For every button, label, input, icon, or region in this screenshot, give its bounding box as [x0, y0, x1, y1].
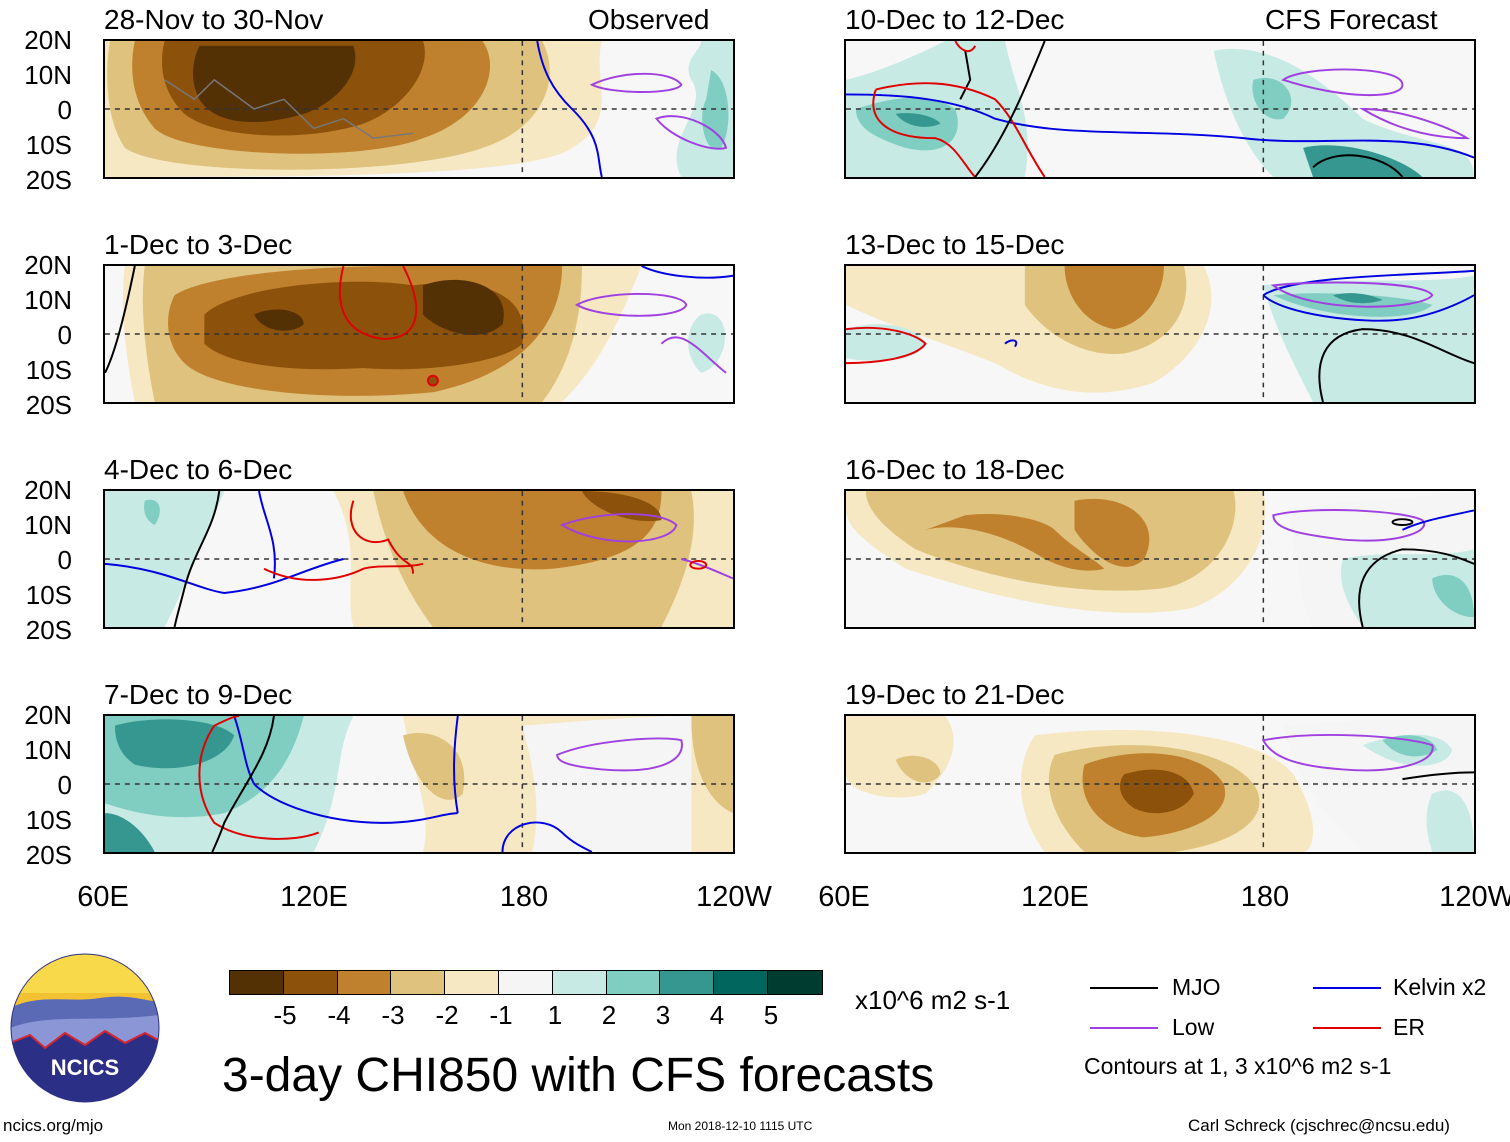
legend-mjo-line	[1090, 987, 1158, 989]
map-panel-7	[103, 714, 735, 854]
panel-label-cfs: CFS Forecast	[1265, 4, 1438, 35]
cbar-tick-label: 4	[709, 1000, 725, 1030]
footer-timestamp: Mon 2018-12-10 1115 UTC	[668, 1119, 813, 1133]
cbar-tick-label: -1	[489, 1000, 513, 1030]
lat-label-20s: 20S	[25, 615, 72, 645]
lon-label-180: 180	[1240, 881, 1290, 913]
cbar-tick-label: 1	[547, 1000, 563, 1030]
lon-label-180: 180	[499, 881, 549, 913]
legend-mjo-label: MJO	[1172, 974, 1221, 1000]
legend-kelvin-line	[1313, 987, 1381, 989]
colorbar-swatch	[391, 971, 446, 994]
lat-label-0: 0	[57, 770, 72, 800]
map-panel-3	[103, 264, 735, 404]
cbar-tick-label: -3	[381, 1000, 405, 1030]
panel-title-7: 7-Dec to 9-Dec	[104, 679, 293, 710]
colorbar-swatch	[283, 971, 338, 994]
panel-title-4: 13-Dec to 15-Dec	[845, 229, 1065, 260]
map-panel-8	[844, 714, 1476, 854]
lon-label-120w: 120W	[696, 881, 772, 913]
legend-er-line	[1313, 1027, 1381, 1029]
map-panel-5	[103, 489, 735, 629]
lon-label-120w: 120W	[1439, 881, 1510, 913]
map-panel-4	[844, 264, 1476, 404]
panel-title-5: 4-Dec to 6-Dec	[104, 454, 293, 485]
lat-label-20n: 20N	[24, 700, 72, 730]
colorbar-swatch	[337, 971, 392, 994]
colorbar-swatch	[498, 971, 553, 994]
legend-contours-note: Contours at 1, 3 x10^6 m2 s-1	[1084, 1053, 1392, 1079]
colorbar	[229, 970, 823, 995]
panel-title-8: 19-Dec to 21-Dec	[845, 679, 1065, 710]
colorbar-swatch	[552, 971, 607, 994]
lat-label-10s: 10S	[25, 580, 72, 610]
footer-author: Carl Schreck (cjschrec@ncsu.edu)	[1188, 1116, 1450, 1135]
ncics-logo: NCICS	[10, 953, 160, 1103]
lon-label-120e: 120E	[280, 881, 348, 913]
logo-text: NCICS	[51, 1055, 119, 1080]
cbar-tick-label: 5	[763, 1000, 779, 1030]
cbar-tick-label: -2	[435, 1000, 459, 1030]
lat-label-10n: 10N	[24, 285, 72, 315]
cbar-tick-label: -4	[327, 1000, 351, 1030]
cbar-tick-label: 2	[601, 1000, 617, 1030]
figure-title: 3-day CHI850 with CFS forecasts	[222, 1049, 935, 1102]
panel-title-3: 1-Dec to 3-Dec	[104, 229, 293, 260]
lat-label-10s: 10S	[25, 130, 72, 160]
legend-low-label: Low	[1172, 1014, 1215, 1040]
footer-site-link[interactable]: ncics.org/mjo	[3, 1116, 104, 1135]
map-panel-6	[844, 489, 1476, 629]
cbar-tick-label: -5	[273, 1000, 297, 1030]
lon-label-60e: 60E	[818, 881, 870, 913]
colorbar-swatch	[230, 971, 284, 994]
lat-label-10n: 10N	[24, 510, 72, 540]
colorbar-swatch	[660, 971, 715, 994]
lat-label-20s: 20S	[25, 840, 72, 870]
map-panel-1	[103, 39, 735, 179]
lat-label-10s: 10S	[25, 355, 72, 385]
cbar-tick-label: 3	[655, 1000, 671, 1030]
legend-kelvin-label: Kelvin x2	[1393, 974, 1487, 1000]
lat-label-0: 0	[57, 95, 72, 125]
panel-title-2: 10-Dec to 12-Dec	[845, 4, 1065, 35]
legend-low-line	[1090, 1027, 1158, 1029]
lat-label-20s: 20S	[25, 390, 72, 420]
colorbar-swatch	[767, 971, 822, 994]
lat-label-10s: 10S	[25, 805, 72, 835]
colorbar-swatch	[445, 971, 499, 994]
lon-label-60e: 60E	[77, 881, 129, 913]
lat-label-10n: 10N	[24, 735, 72, 765]
panel-title-1: 28-Nov to 30-Nov	[104, 4, 324, 35]
colorbar-swatch	[714, 971, 768, 994]
panel-label-observed: Observed	[588, 4, 710, 35]
colorbar-units: x10^6 m2 s-1	[855, 985, 1011, 1015]
lon-label-120e: 120E	[1021, 881, 1089, 913]
lat-label-20n: 20N	[24, 475, 72, 505]
map-panel-2	[844, 39, 1476, 179]
lat-label-20n: 20N	[24, 25, 72, 55]
lat-label-0: 0	[57, 320, 72, 350]
panel-title-6: 16-Dec to 18-Dec	[845, 454, 1065, 485]
lat-label-0: 0	[57, 545, 72, 575]
lat-label-20n: 20N	[24, 250, 72, 280]
colorbar-swatch	[606, 971, 661, 994]
lat-label-20s: 20S	[25, 165, 72, 195]
legend-er-label: ER	[1393, 1014, 1425, 1040]
lat-label-10n: 10N	[24, 60, 72, 90]
